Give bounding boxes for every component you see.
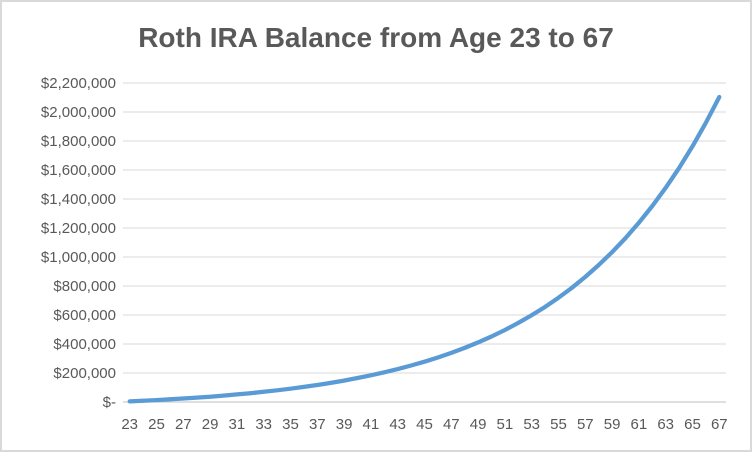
x-tick-label: 47: [443, 416, 460, 433]
y-tick-label: $400,000: [53, 336, 116, 353]
y-tick-label: $1,600,000: [41, 162, 116, 179]
x-tick-label: 55: [550, 416, 567, 433]
x-tick-label: 53: [523, 416, 540, 433]
y-tick-label: $2,000,000: [41, 104, 116, 121]
x-tick-label: 45: [416, 416, 433, 433]
y-tick-label: $600,000: [53, 307, 116, 324]
x-tick-label: 67: [711, 416, 728, 433]
x-tick-label: 27: [175, 416, 192, 433]
y-tick-label: $-: [103, 394, 116, 411]
x-tick-label: 31: [229, 416, 246, 433]
x-tick-label: 33: [255, 416, 272, 433]
x-tick-label: 37: [309, 416, 326, 433]
y-tick-label: $1,400,000: [41, 191, 116, 208]
x-tick-label: 41: [363, 416, 380, 433]
y-tick-label: $1,000,000: [41, 249, 116, 266]
x-tick-label: 49: [470, 416, 487, 433]
x-tick-label: 63: [657, 416, 674, 433]
x-tick-label: 43: [389, 416, 406, 433]
x-tick-label: 59: [604, 416, 621, 433]
x-tick-label: 65: [684, 416, 701, 433]
x-tick-label: 61: [631, 416, 648, 433]
x-tick-label: 35: [282, 416, 299, 433]
balance-line-series: [127, 94, 722, 404]
x-tick-label: 29: [202, 416, 219, 433]
y-tick-label: $800,000: [53, 278, 116, 295]
x-tick-label: 25: [148, 416, 165, 433]
y-tick-label: $200,000: [53, 365, 116, 382]
y-tick-label: $1,200,000: [41, 220, 116, 237]
chart-title: Roth IRA Balance from Age 23 to 67: [138, 22, 614, 53]
x-tick-label: 51: [497, 416, 514, 433]
y-tick-label: $2,200,000: [41, 75, 116, 92]
x-tick-label: 23: [121, 416, 138, 433]
y-tick-label: $1,800,000: [41, 133, 116, 150]
x-tick-label: 57: [577, 416, 594, 433]
x-tick-label: 39: [336, 416, 353, 433]
